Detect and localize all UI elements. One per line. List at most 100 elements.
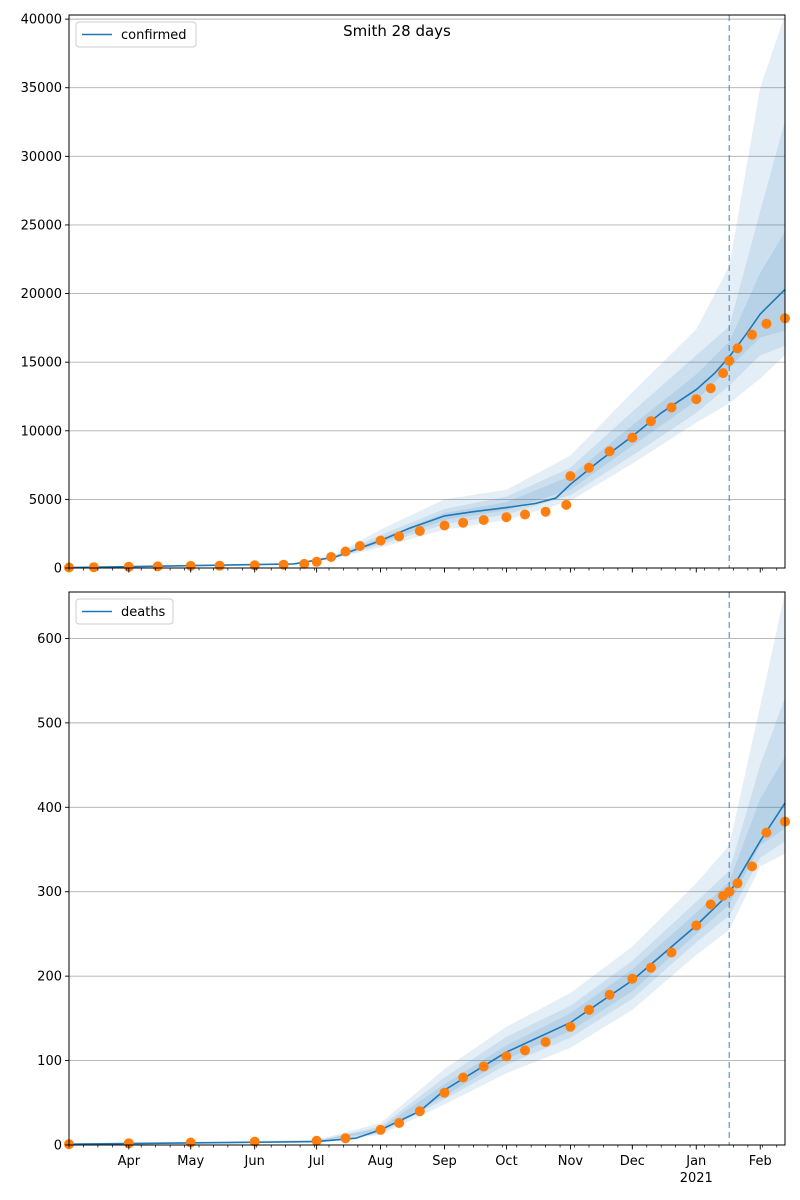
deaths-observed-point [340, 1133, 351, 1144]
confirmed-panel: 0 5000 10000 15000 20000 25000 30000 35000 40000… [21, 13, 790, 577]
confirmed-y-tick-label: 10000 [21, 424, 62, 439]
deaths-x-tick-label: May [177, 1154, 204, 1169]
deaths-x-tick-label: Apr [118, 1154, 141, 1169]
deaths-observed-point [520, 1045, 530, 1056]
deaths-y-tick-label: 300 [37, 885, 62, 900]
confirmed-observed-point [520, 509, 530, 520]
deaths-y-tick-label: 0 [54, 1139, 62, 1154]
deaths-observed-point [761, 827, 772, 838]
confirmed-observed-point [278, 559, 289, 570]
deaths-y-tick-label: 200 [37, 970, 62, 985]
deaths-observed-point [394, 1118, 405, 1128]
deaths-x-year-label: 2021 [680, 1171, 713, 1186]
deaths-observed-point [666, 947, 677, 958]
deaths-x-tick-label: Feb [749, 1154, 772, 1169]
deaths-observed-point [478, 1061, 489, 1072]
deaths-x-tick-label: Jun [244, 1154, 265, 1169]
confirmed-y-tick-label: 15000 [21, 356, 62, 371]
deaths-x-tick-label: Nov [558, 1154, 584, 1169]
deaths-y-tick-label: 100 [37, 1054, 62, 1069]
confirmed-observed-point [732, 343, 743, 354]
confirmed-observed-point [561, 499, 572, 510]
deaths-gridlines [69, 637, 785, 1146]
confirmed-observed-point [123, 561, 134, 572]
deaths-x-tick-label: Oct [495, 1154, 517, 1169]
confirmed-observed-point [394, 531, 405, 542]
confirmed-observed-point [478, 515, 489, 525]
deaths-legend-label: deaths [121, 605, 166, 620]
confirmed-y-tick-label: 25000 [21, 218, 62, 233]
confirmed-observed-point [340, 546, 351, 557]
deaths-uncertainty-bands [69, 592, 785, 1145]
deaths-observed-point [311, 1135, 322, 1146]
confirmed-observed-point [724, 355, 735, 366]
confirmed-observed-point [540, 506, 551, 517]
confirmed-gridlines [69, 18, 785, 569]
deaths-observed-point [645, 962, 656, 973]
confirmed-observed-point [718, 368, 729, 379]
confirmed-observed-point [458, 517, 469, 528]
confirmed-y-tick-label: 5000 [29, 493, 62, 508]
confirmed-observed-point [439, 520, 450, 531]
deaths-observed-point [375, 1124, 386, 1135]
confirmed-uncertainty-band-2 [69, 120, 785, 568]
deaths-observed-point [627, 973, 638, 984]
deaths-observed-point [249, 1136, 260, 1147]
deaths-observed-point [565, 1021, 576, 1032]
deaths-x-axis: Apr May Jun Jul Aug Sep Oct Nov Dec Jan 2021 Feb [68, 1145, 778, 1186]
deaths-observed-point [584, 1004, 594, 1015]
deaths-uncertainty-band-1 [69, 592, 785, 1145]
confirmed-observed-point [604, 446, 615, 457]
deaths-x-tick-label: Aug [368, 1154, 393, 1169]
confirmed-uncertainty-band-1 [69, 15, 785, 568]
confirmed-y-tick-label: 0 [54, 562, 62, 577]
deaths-observed-point [724, 886, 735, 897]
confirmed-observed-point [311, 556, 322, 567]
deaths-x-tick-label: Sep [432, 1154, 457, 1169]
confirmed-frame-rect [68, 14, 786, 569]
deaths-observed-point [458, 1072, 469, 1083]
deaths-x-tick-label: Jan [685, 1154, 706, 1169]
deaths-x-tick-label: Jul [308, 1154, 325, 1169]
deaths-observed-point [123, 1138, 134, 1149]
deaths-observed-point [414, 1106, 425, 1117]
confirmed-observed-point [645, 416, 656, 427]
confirmed-y-axis: 0 5000 10000 15000 20000 25000 30000 35000 40000 [21, 13, 69, 577]
deaths-y-tick-label: 600 [37, 632, 62, 647]
deaths-observed-point [747, 861, 757, 872]
confirmed-observed-point [299, 558, 310, 569]
confirmed-observed-points [64, 313, 790, 573]
deaths-y-axis: 0 100 200 300 400 500 600 [37, 632, 69, 1154]
deaths-axes-frame [68, 591, 786, 1146]
deaths-observed-point [439, 1087, 450, 1098]
confirmed-legend-box [75, 21, 197, 48]
confirmed-observed-point [761, 318, 772, 329]
deaths-y-tick-label: 400 [37, 801, 62, 816]
confirmed-uncertainty-bands [69, 15, 785, 568]
confirmed-observed-point [747, 329, 757, 340]
confirmed-observed-point [666, 402, 677, 413]
deaths-legend: deaths [75, 598, 174, 625]
deaths-observed-point [604, 989, 615, 1000]
confirmed-observed-point [214, 560, 225, 571]
confirmed-y-tick-label: 20000 [21, 287, 62, 302]
deaths-observed-points [64, 816, 790, 1150]
confirmed-observed-point [705, 383, 716, 394]
confirmed-observed-point [691, 394, 702, 405]
deaths-legend-box [75, 598, 174, 625]
deaths-panel: 0 100 200 300 400 500 600 Apr May Jun Jul Aug Sep Oc… [37, 591, 790, 1186]
confirmed-x-axis [68, 568, 778, 573]
deaths-observed-point [540, 1037, 551, 1047]
deaths-uncertainty-band-2 [69, 697, 785, 1145]
confirmed-observed-point [354, 541, 365, 551]
confirmed-y-tick-label: 30000 [21, 150, 62, 165]
confirmed-observed-point [501, 512, 512, 523]
confirmed-y-tick-label: 40000 [21, 13, 62, 28]
confirmed-observed-point [152, 561, 163, 572]
deaths-y-tick-label: 500 [37, 716, 62, 731]
confirmed-observed-point [375, 535, 386, 546]
deaths-observed-point [705, 899, 716, 910]
deaths-observed-point [691, 920, 702, 931]
confirmed-legend-label: confirmed [121, 28, 187, 43]
